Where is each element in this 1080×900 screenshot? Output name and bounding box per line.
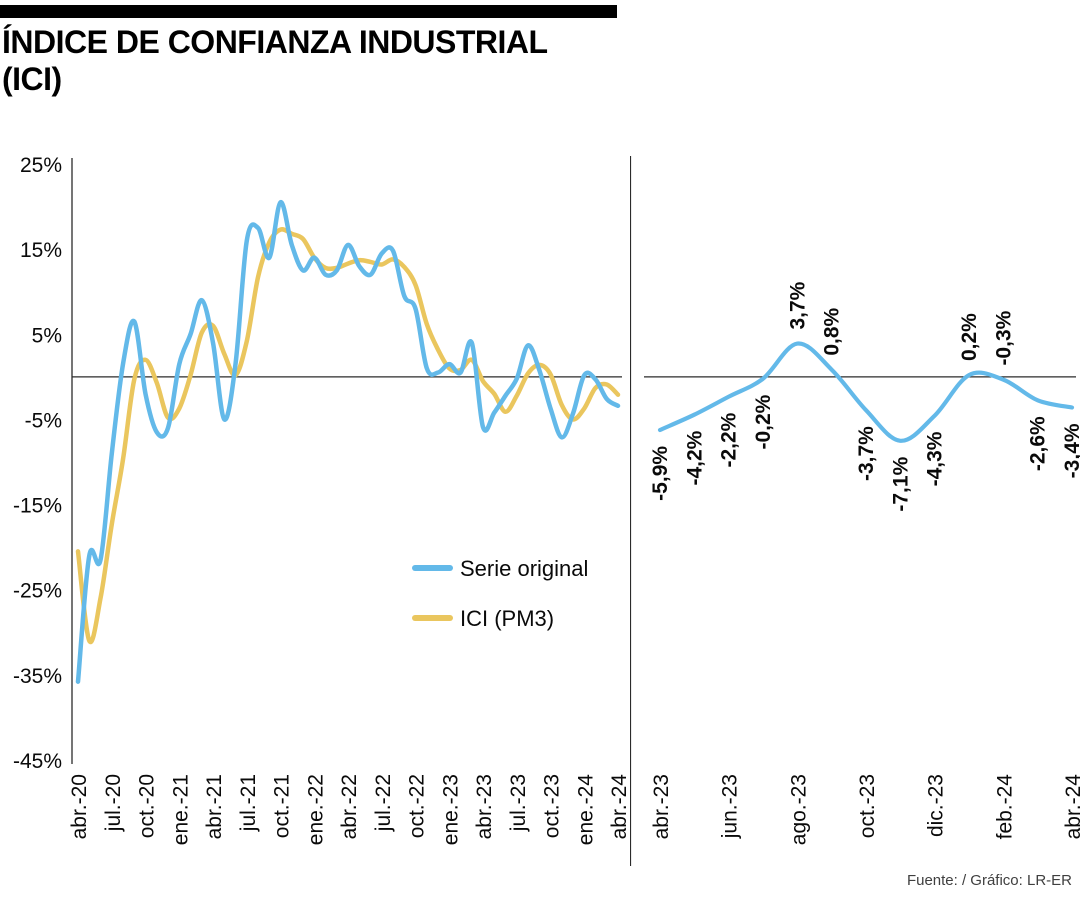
- point-value-label: -2,2%: [718, 412, 741, 467]
- point-value-label: -0,2%: [752, 394, 775, 449]
- x-tick-label: abr.-24: [1062, 774, 1080, 840]
- point-value-label: -0,3%: [992, 310, 1015, 365]
- detail-line-chart: -5,9% -4,2% -2,2% -0,2% 3,7% 0,8% -3,7% -7,1% -4…: [630, 156, 1080, 866]
- source-credit: Fuente: / Gráfico: LR-ER: [906, 872, 1072, 889]
- page-title-line2: (ICI): [2, 61, 62, 98]
- x-tick-label: abr.-23: [473, 774, 496, 839]
- point-value-label: -4,2%: [683, 430, 706, 485]
- point-value-label: 0,8%: [821, 307, 844, 355]
- x-tick-label: abr.-22: [338, 774, 361, 839]
- x-tick-label: jul.-23: [507, 774, 530, 832]
- y-tick-label: -35%: [13, 665, 62, 688]
- point-value-label: -2,6%: [1027, 416, 1050, 471]
- legend-label: Serie original: [460, 556, 588, 581]
- x-tick-label: jul.-20: [102, 774, 125, 832]
- x-tick-label: feb.-24: [993, 774, 1016, 840]
- y-tick-label: -25%: [13, 580, 62, 603]
- main-line-chart: 25% 15% 5% -5% -15% -25% -35% -45% abr.-20 jul.-2…: [13, 154, 630, 846]
- ici-pm3-line: [75, 227, 621, 645]
- point-value-label: -3,4%: [1061, 423, 1080, 478]
- x-tick-label: ene.-24: [574, 774, 597, 846]
- serie-original-line: [75, 200, 621, 684]
- point-value-label: 0,2%: [958, 313, 981, 361]
- page-title-line1: ÍNDICE DE CONFIANZA INDUSTRIAL: [2, 24, 548, 60]
- x-tick-label: abr.-21: [203, 774, 226, 839]
- x-tick-label: abr.-24: [608, 774, 630, 840]
- x-tick-label: oct.-22: [406, 774, 429, 838]
- x-tick-label: oct.-23: [541, 774, 564, 838]
- page-title: ÍNDICE DE CONFIANZA INDUSTRIAL (ICI): [2, 24, 548, 98]
- y-tick-label: 5%: [32, 324, 62, 347]
- x-tick-label: jul.-22: [372, 774, 395, 832]
- y-tick-label: 15%: [20, 239, 62, 262]
- x-tick-label: ago.-23: [787, 774, 810, 845]
- point-value-label: 3,7%: [786, 281, 809, 329]
- x-tick-label: ene.-23: [439, 774, 462, 845]
- x-tick-label: dic.-23: [925, 774, 948, 837]
- point-value-label: -4,3%: [924, 431, 947, 486]
- x-tick-label: ene.-22: [304, 774, 327, 845]
- serie-original-detail-line: [657, 341, 1075, 443]
- y-tick-label: -5%: [25, 409, 62, 432]
- y-tick-label: -15%: [13, 495, 62, 518]
- x-tick-label: ene.-21: [169, 774, 192, 845]
- x-tick-label: jul.-21: [237, 774, 260, 832]
- x-tick-label: abr.-23: [650, 774, 673, 839]
- title-rule-bar: [0, 5, 617, 18]
- point-value-label: -3,7%: [855, 426, 878, 481]
- legend-label: ICI (PM3): [460, 606, 554, 631]
- y-tick-label: -45%: [13, 750, 62, 773]
- point-value-label: -7,1%: [889, 456, 912, 511]
- x-tick-label: oct.-23: [856, 774, 879, 838]
- x-tick-label: oct.-20: [136, 774, 159, 838]
- x-tick-label: oct.-21: [271, 774, 294, 838]
- y-tick-label: 25%: [20, 154, 62, 177]
- x-tick-label: abr.-20: [68, 774, 91, 839]
- point-value-label: -5,9%: [649, 446, 672, 501]
- x-tick-label: jun.-23: [719, 774, 742, 839]
- charts-area: 25% 15% 5% -5% -15% -25% -35% -45% abr.-20 jul.-2…: [0, 140, 1080, 900]
